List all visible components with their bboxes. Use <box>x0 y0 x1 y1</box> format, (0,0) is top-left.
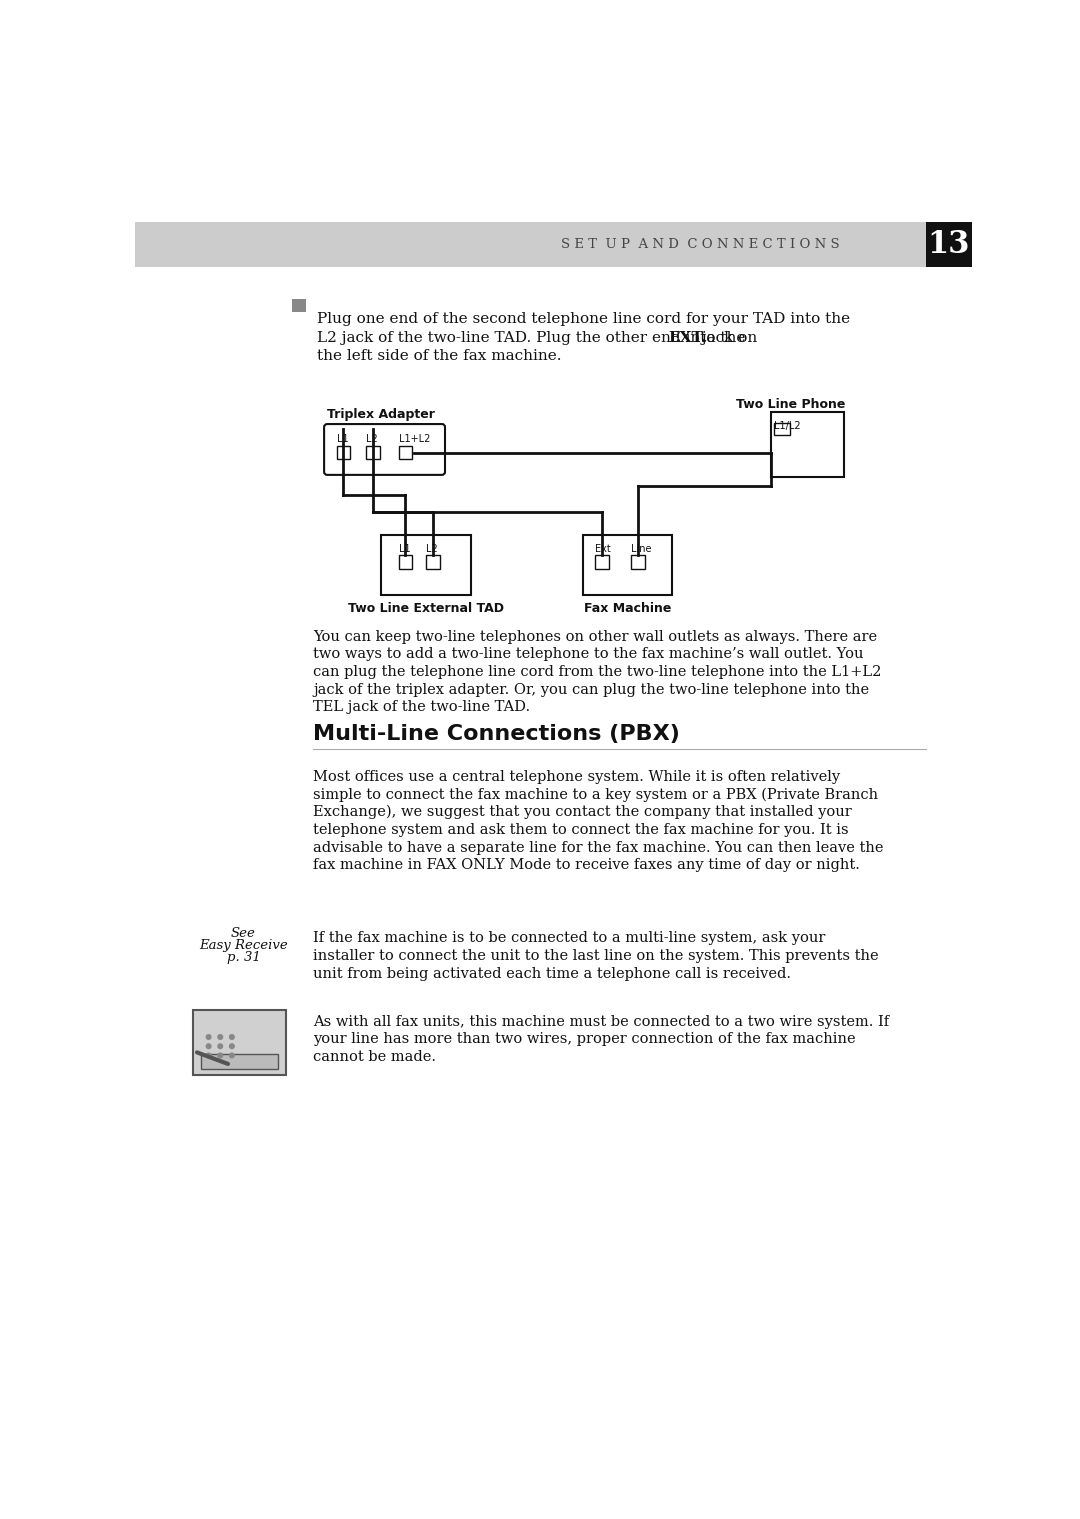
Text: cannot be made.: cannot be made. <box>313 1050 436 1063</box>
Bar <box>381 535 471 595</box>
Circle shape <box>218 1053 222 1057</box>
Circle shape <box>206 1053 211 1057</box>
Text: fax machine in FAX ONLY Mode to receive faxes any time of day or night.: fax machine in FAX ONLY Mode to receive … <box>313 858 860 872</box>
Circle shape <box>206 1044 211 1048</box>
Bar <box>366 445 380 459</box>
Text: L1+L2: L1+L2 <box>399 434 430 445</box>
Circle shape <box>218 1034 222 1039</box>
Bar <box>583 535 672 595</box>
Bar <box>399 445 413 459</box>
Text: Plug one end of the second telephone line cord for your TAD into the: Plug one end of the second telephone lin… <box>318 313 850 327</box>
Text: jack of the triplex adapter. Or, you can plug the two-line telephone into the: jack of the triplex adapter. Or, you can… <box>313 682 869 697</box>
Text: Exchange), we suggest that you contact the company that installed your: Exchange), we suggest that you contact t… <box>313 805 852 819</box>
Circle shape <box>230 1034 234 1039</box>
Text: As with all fax units, this machine must be connected to a two wire system. If: As with all fax units, this machine must… <box>313 1015 889 1028</box>
Circle shape <box>230 1044 234 1048</box>
Text: L2: L2 <box>427 544 438 554</box>
Circle shape <box>230 1053 234 1057</box>
Bar <box>193 1010 286 1075</box>
Text: L2: L2 <box>366 434 378 445</box>
Bar <box>770 412 845 477</box>
Text: You can keep two-line telephones on other wall outlets as always. There are: You can keep two-line telephones on othe… <box>313 629 877 644</box>
Text: L2 jack of the two-line TAD. Plug the other end into the: L2 jack of the two-line TAD. Plug the ot… <box>318 331 745 345</box>
Bar <box>337 445 350 459</box>
Text: installer to connect the unit to the last line on the system. This prevents the: installer to connect the unit to the las… <box>313 949 879 963</box>
Bar <box>926 222 972 267</box>
Bar <box>427 554 441 568</box>
Text: simple to connect the fax machine to a key system or a PBX (Private Branch: simple to connect the fax machine to a k… <box>313 787 878 802</box>
Text: jack on: jack on <box>697 331 757 345</box>
Text: Triplex Adapter: Triplex Adapter <box>327 409 435 421</box>
Bar <box>595 554 609 568</box>
Text: your line has more than two wires, proper connection of the fax machine: your line has more than two wires, prope… <box>313 1033 855 1047</box>
Text: EXT.: EXT. <box>669 331 706 345</box>
Text: S E T  U P  A N D  C O N N E C T I O N S: S E T U P A N D C O N N E C T I O N S <box>562 238 840 251</box>
Text: 13: 13 <box>928 229 970 260</box>
Text: two ways to add a two-line telephone to the fax machine’s wall outlet. You: two ways to add a two-line telephone to … <box>313 647 864 661</box>
Text: can plug the telephone line cord from the two-line telephone into the L1+L2: can plug the telephone line cord from th… <box>313 665 881 679</box>
Circle shape <box>206 1034 211 1039</box>
Text: Line: Line <box>631 544 651 554</box>
Text: advisable to have a separate line for the fax machine. You can then leave the: advisable to have a separate line for th… <box>313 840 883 855</box>
Text: Multi-Line Connections (PBX): Multi-Line Connections (PBX) <box>313 725 680 744</box>
Bar <box>631 554 645 568</box>
Bar <box>399 554 413 568</box>
Text: TEL jack of the two-line TAD.: TEL jack of the two-line TAD. <box>313 700 530 714</box>
Bar <box>201 1054 279 1069</box>
Text: 4: 4 <box>294 313 305 327</box>
Text: L1: L1 <box>399 544 410 554</box>
Text: L1/L2: L1/L2 <box>774 421 801 430</box>
Text: Fax Machine: Fax Machine <box>584 603 671 615</box>
Text: p. 31: p. 31 <box>227 951 260 965</box>
Text: If the fax machine is to be connected to a multi-line system, ask your: If the fax machine is to be connected to… <box>313 931 825 945</box>
Text: telephone system and ask them to connect the fax machine for you. It is: telephone system and ask them to connect… <box>313 823 849 837</box>
FancyBboxPatch shape <box>324 424 445 475</box>
Text: Ext: Ext <box>595 544 611 554</box>
Text: Two Line External TAD: Two Line External TAD <box>348 603 504 615</box>
Text: Most offices use a central telephone system. While it is often relatively: Most offices use a central telephone sys… <box>313 770 840 784</box>
Text: L1: L1 <box>337 434 348 445</box>
Bar <box>774 422 789 434</box>
Circle shape <box>218 1044 222 1048</box>
Text: unit from being activated each time a telephone call is received.: unit from being activated each time a te… <box>313 966 792 981</box>
Text: See: See <box>231 927 256 940</box>
Bar <box>135 222 972 267</box>
Text: Easy Receive: Easy Receive <box>199 939 288 952</box>
Text: the left side of the fax machine.: the left side of the fax machine. <box>318 349 562 363</box>
Bar <box>293 299 307 313</box>
Text: Two Line Phone: Two Line Phone <box>737 398 846 410</box>
